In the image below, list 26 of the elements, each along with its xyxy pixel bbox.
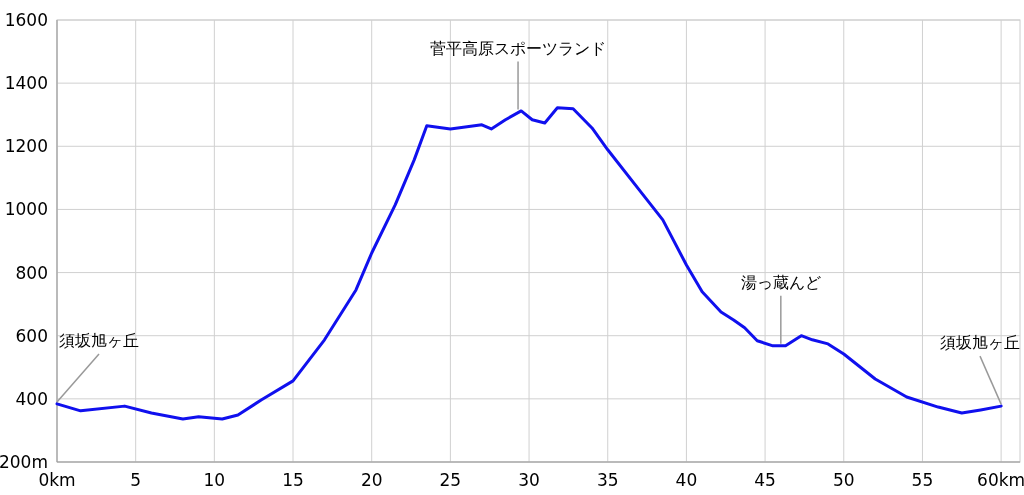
y-tick-label: 1600: [4, 10, 48, 30]
x-tick-label: 30: [518, 470, 540, 490]
x-tick-label: 50: [832, 470, 855, 490]
x-tick-label: 10: [203, 470, 226, 490]
x-tick-label: 60km: [977, 470, 1024, 490]
x-tick-label: 20: [360, 470, 383, 490]
x-tick-label: 25: [439, 470, 462, 490]
y-tick-label: 600: [15, 325, 48, 346]
line-series: [55, 106, 1003, 421]
y-tick-label: 800: [15, 262, 48, 283]
annotation: 湯っ蔵んど: [740, 272, 821, 292]
y-tick-label: 1400: [4, 73, 48, 94]
y-tick-label: 400: [15, 388, 48, 409]
y-tick-label: 200m: [0, 452, 48, 472]
x-tick-label: 15: [282, 470, 304, 490]
annotation: 須坂旭ヶ丘: [940, 333, 1020, 353]
x-tick-label: 35: [596, 470, 619, 490]
annotation: 須坂旭ヶ丘: [59, 330, 139, 350]
x-tick-label: 55: [911, 470, 934, 490]
x-tick-label: 5: [130, 470, 142, 490]
y-tick-label: 1200: [4, 136, 48, 157]
y-tick-label: 1000: [4, 199, 48, 220]
x-tick-label: 40: [675, 470, 698, 490]
x-tick-label: 45: [754, 470, 776, 490]
x-tick-label: 0km: [38, 470, 76, 490]
annotation: 菅平高原スポーツランド: [430, 38, 607, 58]
